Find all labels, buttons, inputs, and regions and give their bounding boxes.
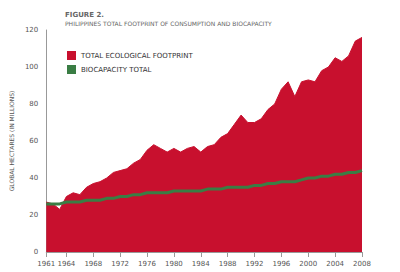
svg-text:2008: 2008 [353,260,371,268]
svg-text:1984: 1984 [192,260,210,268]
svg-text:PHILIPPINES TOTAL FOOTPRINT OF: PHILIPPINES TOTAL FOOTPRINT OF CONSUMPTI… [65,20,272,27]
svg-text:FIGURE 2.: FIGURE 2. [65,11,104,19]
svg-text:120: 120 [25,26,38,34]
svg-text:1961: 1961 [37,260,55,268]
svg-text:1972: 1972 [111,260,129,268]
svg-text:1996: 1996 [272,260,290,268]
svg-text:40: 40 [29,174,38,182]
svg-text:20: 20 [29,211,38,219]
svg-text:100: 100 [25,63,38,71]
svg-text:TOTAL ECOLOGICAL FOOTPRINT: TOTAL ECOLOGICAL FOOTPRINT [80,52,193,60]
svg-text:1992: 1992 [246,260,264,268]
svg-text:0: 0 [34,248,38,256]
svg-text:2000: 2000 [299,260,317,268]
svg-text:1980: 1980 [165,260,183,268]
svg-text:1976: 1976 [138,260,156,268]
svg-text:60: 60 [29,137,38,145]
svg-text:2004: 2004 [326,260,344,268]
svg-text:1964: 1964 [58,260,76,268]
svg-text:80: 80 [29,100,38,108]
svg-text:BIOCAPACITY TOTAL: BIOCAPACITY TOTAL [81,66,152,74]
svg-text:1968: 1968 [84,260,102,268]
svg-text:1988: 1988 [219,260,237,268]
svg-text:GLOBAL HECTARES (IN MILLIONS): GLOBAL HECTARES (IN MILLIONS) [8,91,15,192]
